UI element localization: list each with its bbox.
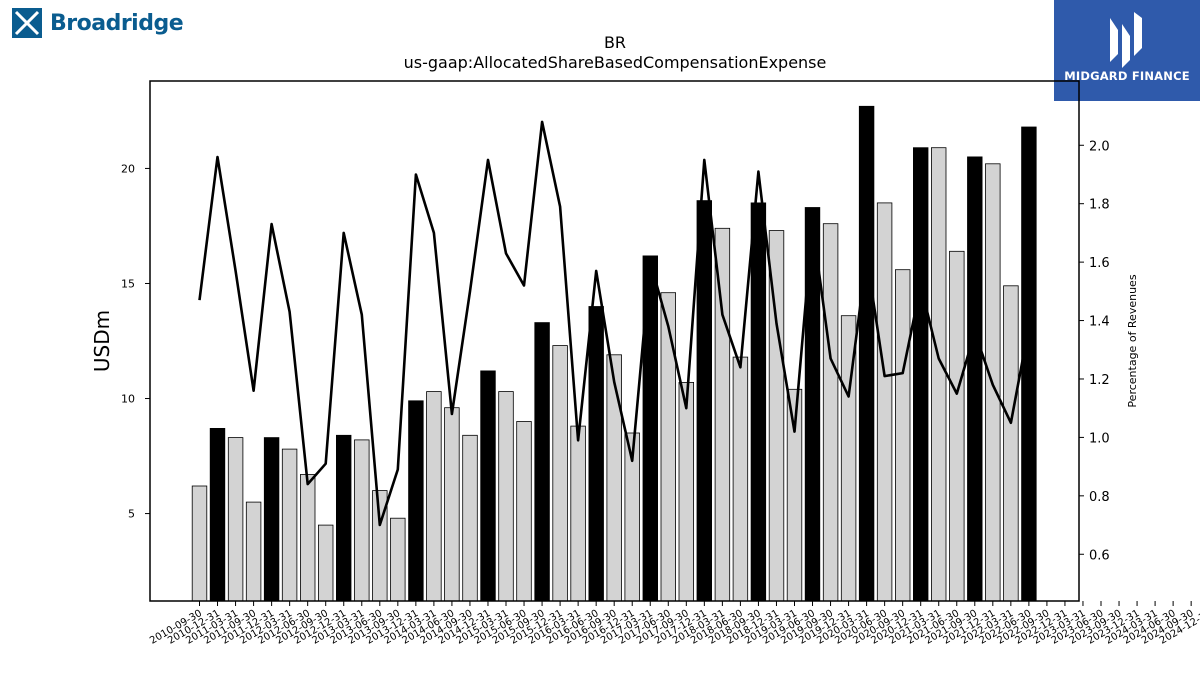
chart-subtitle: us-gaap:AllocatedShareBasedCompensationE…	[404, 53, 827, 72]
bar-27	[678, 381, 695, 602]
bar-8	[335, 434, 352, 602]
bar-28	[696, 200, 713, 602]
bar-41	[931, 147, 947, 602]
bar-3	[245, 501, 262, 602]
bar-45	[1003, 285, 1019, 602]
bar-0	[191, 485, 208, 602]
bar-9	[354, 439, 370, 602]
line-series	[198, 120, 1031, 527]
y-axis-label: USDm	[90, 310, 114, 372]
bar-12	[408, 400, 424, 602]
y-tick-label-2: 15	[121, 277, 135, 290]
bar-18	[516, 421, 532, 602]
bar-14	[444, 407, 460, 602]
bar-39	[895, 269, 911, 602]
y2-tick-label-3: 1.2	[1089, 373, 1110, 388]
bar-5	[281, 448, 298, 602]
x-axis: 2010-09-302010-12-312011-03-312011-09-30…	[148, 601, 1200, 647]
bar-series	[191, 105, 1037, 602]
bar-22	[588, 306, 604, 602]
bar-29	[714, 227, 731, 602]
y2-tick-label-2: 1.0	[1089, 431, 1110, 446]
y2-tick-label-4: 1.4	[1089, 315, 1110, 330]
bar-46	[1021, 126, 1037, 602]
bar-13	[426, 391, 442, 602]
bar-43	[967, 156, 983, 602]
y-tick-label-3: 20	[121, 162, 135, 175]
midgard-mark-icon	[1110, 12, 1142, 68]
bar-1	[209, 427, 226, 602]
bar-19	[534, 322, 550, 602]
bar-26	[660, 292, 677, 602]
chart-title: BR	[604, 33, 626, 52]
bar-42	[949, 250, 965, 602]
bar-40	[913, 147, 929, 602]
midgard-finance-logo-text: MIDGARD FINANCE	[1064, 69, 1190, 83]
bar-21	[570, 425, 586, 602]
bar-2	[227, 437, 244, 602]
y-tick-label-0: 5	[128, 508, 135, 521]
bar-37	[858, 105, 875, 602]
bar-15	[462, 434, 478, 602]
bar-16	[480, 370, 496, 602]
bar-7	[317, 524, 334, 602]
bar-4	[263, 437, 280, 602]
bar-6	[299, 474, 316, 602]
y-axis-left: 5 10 15 20	[121, 162, 150, 521]
bar-35	[822, 223, 839, 602]
y2-tick-label-1: 0.8	[1089, 490, 1110, 505]
y2-axis-label: Percentage of Revenues	[1126, 274, 1139, 407]
y2-tick-label-6: 1.8	[1089, 198, 1110, 213]
bar-31	[750, 202, 767, 602]
broadridge-logo: Broadridge	[12, 6, 184, 40]
bar-38	[876, 202, 893, 602]
bar-11	[390, 517, 406, 602]
broadridge-logo-text: Broadridge	[50, 10, 184, 36]
bar-20	[552, 345, 568, 602]
bar-30	[732, 356, 749, 602]
y2-tick-label-0: 0.6	[1089, 548, 1110, 563]
bar-23	[606, 354, 622, 602]
y2-tick-label-7: 2.0	[1089, 139, 1110, 154]
bar-17	[498, 391, 514, 602]
y-tick-label-1: 10	[121, 393, 135, 406]
y-axis-right: 0.6 0.8 1.0 1.2 1.4 1.6 1.8 2.0	[1079, 139, 1110, 563]
broadridge-mark-icon	[12, 8, 42, 38]
y2-tick-label-5: 1.6	[1089, 256, 1110, 271]
pct-of-revenues-line	[198, 120, 1031, 527]
